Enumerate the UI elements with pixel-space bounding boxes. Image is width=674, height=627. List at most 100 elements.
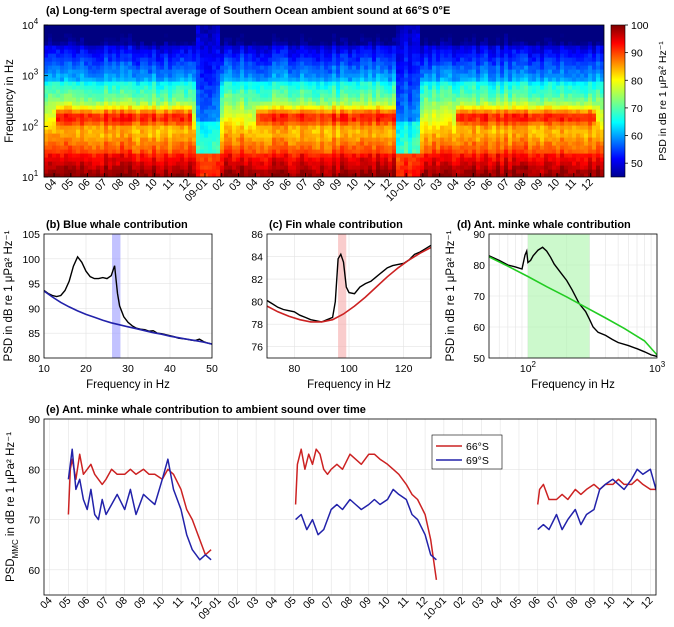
spectrogram-cell <box>172 105 177 110</box>
spectrogram-cell <box>184 33 189 38</box>
spectrogram-cell <box>120 129 125 134</box>
spectrogram-cell <box>172 165 177 170</box>
spectrogram-cell <box>248 93 253 98</box>
spectrogram-cell <box>292 153 297 158</box>
spectrogram-cell <box>384 49 389 54</box>
spectrogram-cell <box>452 53 457 58</box>
spectrogram-cell <box>100 141 105 146</box>
spectrogram-cell <box>204 77 209 82</box>
spectrogram-cell <box>280 37 285 42</box>
spectrogram-cell <box>288 113 293 118</box>
spectrogram-cell <box>412 105 417 110</box>
spectrogram-cell <box>160 153 165 158</box>
spectrogram-cell <box>308 85 313 90</box>
spectrogram-cell <box>364 121 369 126</box>
spectrogram-cell <box>452 97 457 102</box>
spectrogram-cell <box>236 37 241 42</box>
spectrogram-cell <box>52 161 57 166</box>
spectrogram-cell <box>292 93 297 98</box>
spectrogram-cell <box>428 141 433 146</box>
spectrogram-cell <box>192 65 197 70</box>
spectrogram-cell <box>156 149 161 154</box>
spectrogram-cell <box>332 121 337 126</box>
spectrogram-cell <box>216 149 221 154</box>
spectrogram-cell <box>552 49 557 54</box>
spectrogram-cell <box>432 141 437 146</box>
spectrogram-cell <box>320 109 325 114</box>
spectrogram-cell <box>232 69 237 74</box>
spectrogram-cell <box>380 41 385 46</box>
spectrogram-cell <box>160 89 165 94</box>
spectrogram-cell <box>480 25 485 30</box>
spectrogram-cell <box>496 173 501 177</box>
spectrogram-cell <box>120 109 125 114</box>
spectrogram-cell <box>524 77 529 82</box>
spectrogram-cell <box>512 49 517 54</box>
spectrogram-cell <box>452 125 457 130</box>
spectrogram-cell <box>548 161 553 166</box>
spectrogram-cell <box>180 141 185 146</box>
spectrogram-cell <box>196 173 201 177</box>
spectrogram-cell <box>452 33 457 38</box>
spectrogram-cell <box>476 57 481 62</box>
spectrogram-cell <box>512 133 517 138</box>
spectrogram-cell <box>452 25 457 30</box>
spectrogram-cell <box>440 101 445 106</box>
spectrogram-cell <box>480 93 485 98</box>
spectrogram-cell <box>364 97 369 102</box>
spectrogram-cell <box>476 137 481 142</box>
spectrogram-cell <box>268 141 273 146</box>
spectrogram-cell <box>48 105 53 110</box>
spectrogram-cell <box>540 141 545 146</box>
spectrogram-cell <box>480 173 485 177</box>
spectrogram-cell <box>232 157 237 162</box>
spectrogram-cell <box>360 89 365 94</box>
spectrogram-cell <box>400 93 405 98</box>
spectrogram-cell <box>56 161 61 166</box>
spectrogram-cell <box>488 141 493 146</box>
spectrogram-cell <box>136 81 141 86</box>
spectrogram-cell <box>528 57 533 62</box>
spectrogram-cell <box>112 69 117 74</box>
spectrogram-cell <box>52 77 57 82</box>
spectrogram-cell <box>464 141 469 146</box>
spectrogram-cell <box>84 113 89 118</box>
spectrogram-cell <box>440 149 445 154</box>
spectrogram-cell <box>392 153 397 158</box>
spectrogram-cell <box>504 117 509 122</box>
spectrogram-cell <box>68 33 73 38</box>
spectrogram-cell <box>132 41 137 46</box>
spectrogram-cell <box>124 29 129 34</box>
spectrogram-cell <box>472 153 477 158</box>
spectrogram-cell <box>396 169 401 174</box>
spectrogram-cell <box>44 41 49 46</box>
spectrogram-cell <box>268 109 273 114</box>
spectrogram-cell <box>192 141 197 146</box>
spectrogram-cell <box>320 89 325 94</box>
spectrogram-cell <box>504 133 509 138</box>
spectrogram-cell <box>188 169 193 174</box>
spectrogram-cell <box>404 41 409 46</box>
spectrogram-cell <box>292 89 297 94</box>
spectrogram-cell <box>236 145 241 150</box>
spectrogram-cell <box>352 73 357 78</box>
spectrogram-cell <box>364 33 369 38</box>
spectrogram-cell <box>252 53 257 58</box>
spectrogram-cell <box>496 85 501 90</box>
spectrogram-cell <box>336 113 341 118</box>
spectrogram-cell <box>368 85 373 90</box>
spectrogram-cell <box>64 89 69 94</box>
spectrogram-cell <box>248 141 253 146</box>
spectrogram-cell <box>480 45 485 50</box>
spectrogram-cell <box>144 41 149 46</box>
spectrogram-cell <box>220 145 225 150</box>
spectrogram-cell <box>260 145 265 150</box>
spectrogram-cell <box>300 41 305 46</box>
spectrogram-cell <box>264 161 269 166</box>
spectrogram-cell <box>372 81 377 86</box>
spectrogram-cell <box>164 153 169 158</box>
spectrogram-cell <box>308 29 313 34</box>
spectrogram-cell <box>308 45 313 50</box>
spectrogram-cell <box>184 173 189 177</box>
spectrogram-cell <box>232 53 237 58</box>
